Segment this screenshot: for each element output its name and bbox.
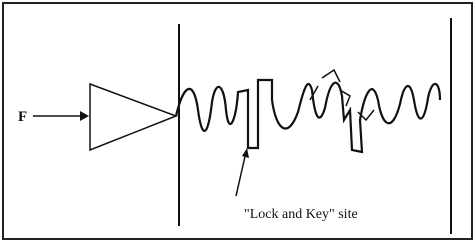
frame <box>3 3 472 239</box>
page: {"diagram": {"input_label": "F", "site_l… <box>0 0 475 242</box>
diagram: F "Lock and Key" site <box>0 0 475 242</box>
input-label: F <box>18 109 27 125</box>
site-label: "Lock and Key" site <box>244 207 358 222</box>
